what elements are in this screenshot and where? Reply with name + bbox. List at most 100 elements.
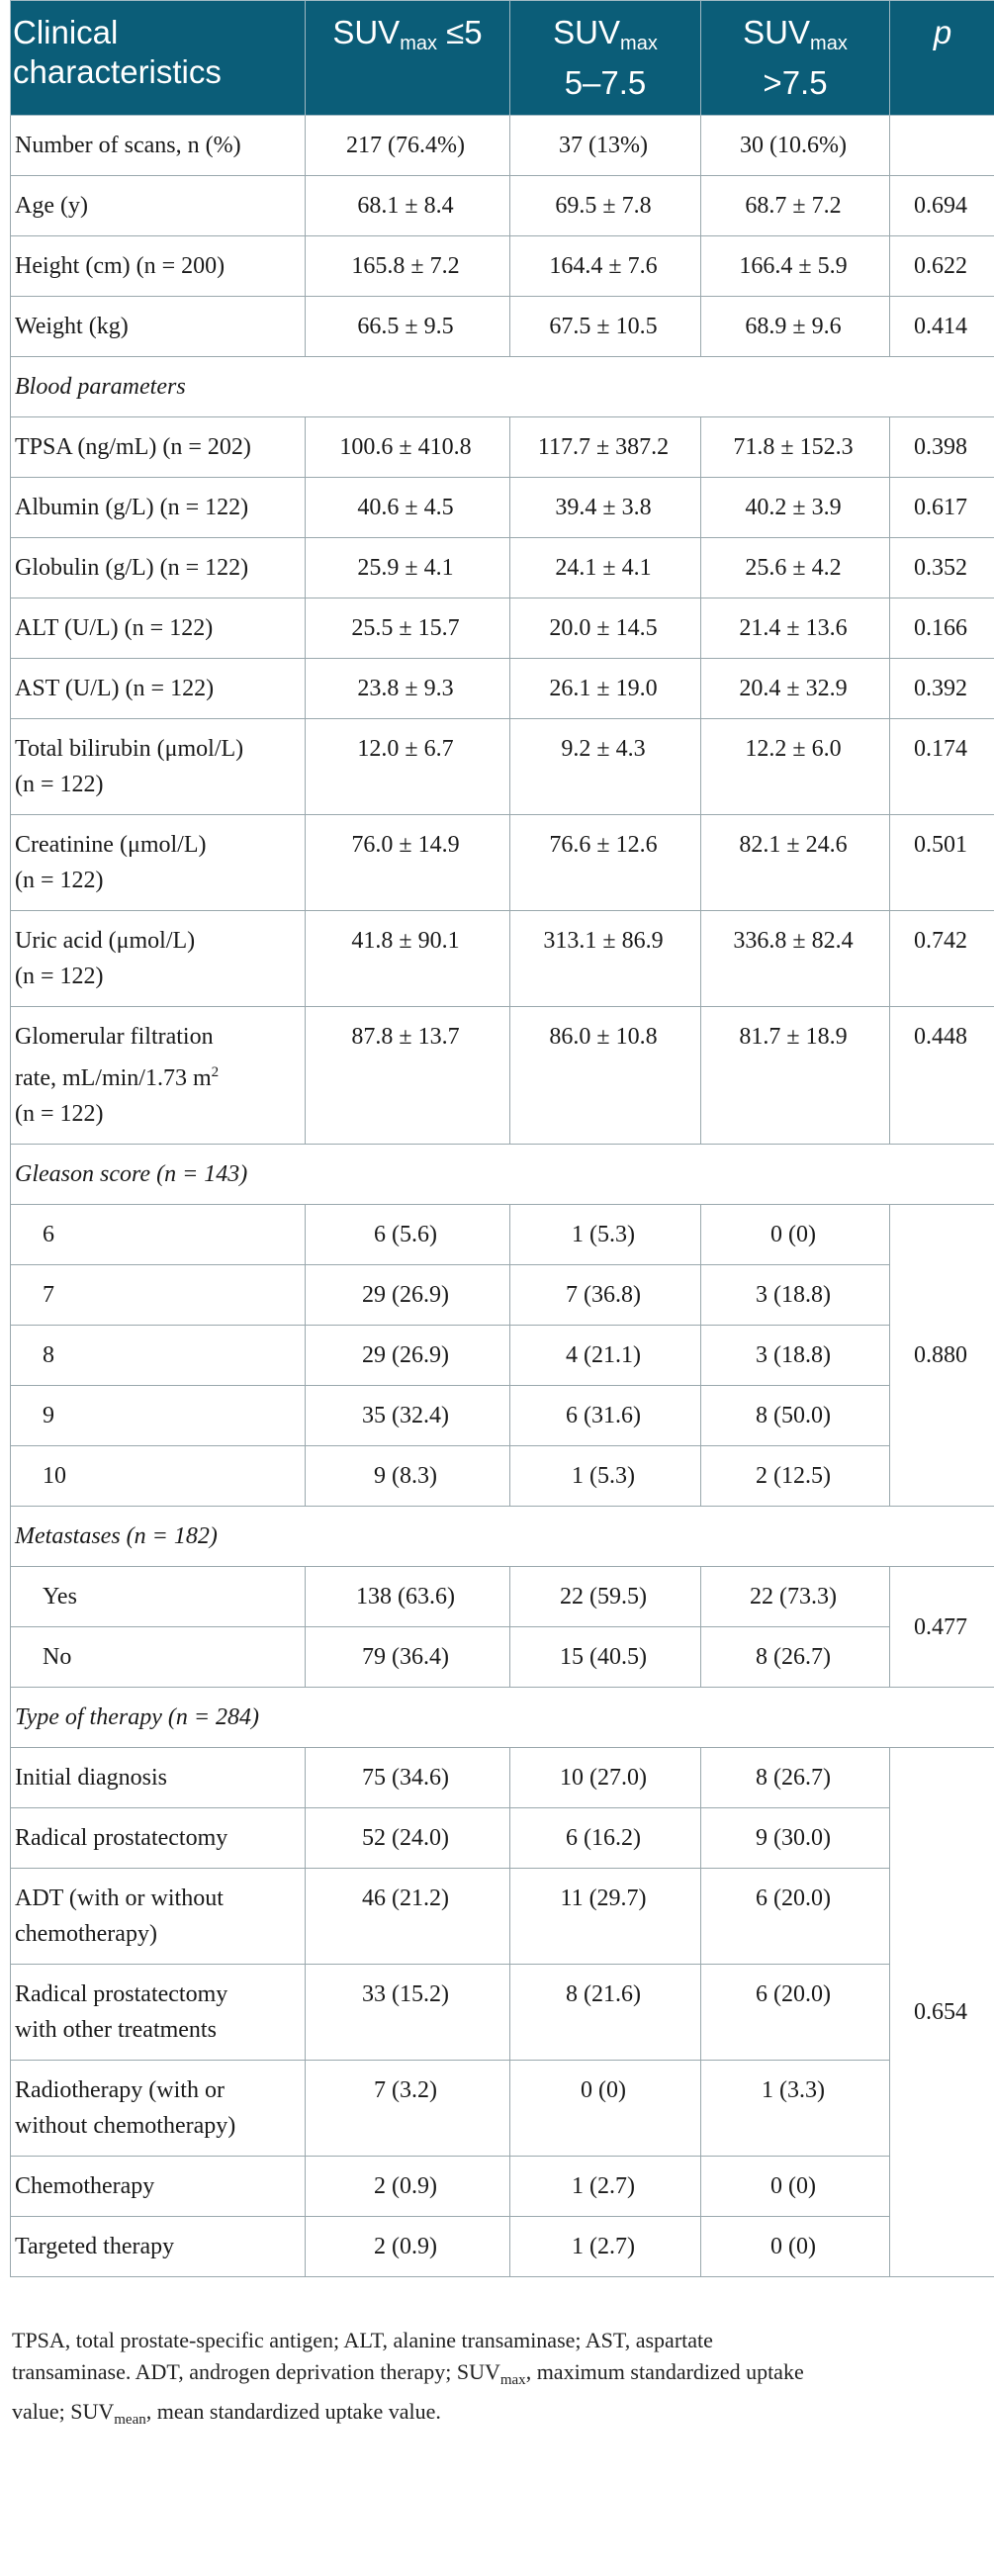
table-row: 6 6 (5.6) 1 (5.3) 0 (0) 0.880 — [10, 1204, 994, 1507]
cell-p-value: 0.352 — [889, 537, 994, 598]
cell-suvmax-gt7.5: 6 (20.0) — [700, 1868, 890, 1965]
cell-suvmax-5-7.5: 9.2 ± 4.3 — [509, 718, 701, 815]
table-row: Radiotherapy (with or without chemotherap… — [10, 2060, 994, 2157]
header-suvmax-le5: SUVmax ≤5 — [305, 0, 510, 116]
row-label: Number of scans, n (%) — [10, 115, 306, 176]
cell-suvmax-5-7.5: 69.5 ± 7.8 — [509, 175, 701, 236]
cell-suvmax-le5: 25.5 ± 15.7 — [305, 598, 510, 659]
table-row: Chemotherapy 2 (0.9) 1 (2.7) 0 (0) — [10, 2156, 994, 2217]
cell-suvmax-le5: 29 (26.9) — [305, 1325, 510, 1386]
cell-suvmax-5-7.5: 4 (21.1) — [509, 1325, 701, 1386]
cell-suvmax-le5: 75 (34.6) — [305, 1747, 510, 1808]
section-type-of-therapy: Type of therapy (n = 284) — [10, 1687, 994, 1748]
row-label: ADT (with or without chemotherapy) — [10, 1868, 306, 1965]
cell-suvmax-gt7.5: 0 (0) — [700, 1204, 890, 1265]
section-gleason-score: Gleason score (n = 143) — [10, 1144, 994, 1205]
cell-suvmax-le5: 217 (76.4%) — [305, 115, 510, 176]
row-label: Weight (kg) — [10, 296, 306, 357]
table-row: AST (U/L) (n = 122) 23.8 ± 9.3 26.1 ± 19… — [10, 658, 994, 719]
table-row: Radical prostatectomy with other treatmen… — [10, 1964, 994, 2061]
cell-suvmax-5-7.5: 1 (5.3) — [509, 1204, 701, 1265]
cell-suvmax-gt7.5: 12.2 ± 6.0 — [700, 718, 890, 815]
table-row: Height (cm) (n = 200) 165.8 ± 7.2 164.4 … — [10, 235, 994, 297]
section-blood-parameters: Blood parameters — [10, 356, 994, 417]
cell-suvmax-gt7.5: 21.4 ± 13.6 — [700, 598, 890, 659]
table-row: 8 29 (26.9) 4 (21.1) 3 (18.8) — [10, 1325, 994, 1386]
cell-suvmax-5-7.5: 24.1 ± 4.1 — [509, 537, 701, 598]
cell-p-value: 0.501 — [889, 814, 994, 911]
section-row: Gleason score (n = 143) — [10, 1144, 994, 1205]
cell-suvmax-5-7.5: 313.1 ± 86.9 — [509, 910, 701, 1007]
clinical-characteristics-table: Clinical characteristics SUVmax ≤5 SUVma… — [10, 0, 994, 2277]
cell-suvmax-gt7.5: 2 (12.5) — [700, 1445, 890, 1507]
row-label: Radical prostatectomy with other treatmen… — [10, 1964, 306, 2061]
cell-suvmax-gt7.5: 82.1 ± 24.6 — [700, 814, 890, 911]
cell-suvmax-5-7.5: 8 (21.6) — [509, 1964, 701, 2061]
row-label: AST (U/L) (n = 122) — [10, 658, 306, 719]
table-footnote: TPSA, total prostate-specific antigen; A… — [12, 2325, 991, 2436]
cell-suvmax-gt7.5: 68.9 ± 9.6 — [700, 296, 890, 357]
cell-suvmax-gt7.5: 166.4 ± 5.9 — [700, 235, 890, 297]
cell-suvmax-5-7.5: 26.1 ± 19.0 — [509, 658, 701, 719]
row-label: 9 — [10, 1385, 306, 1446]
header-suvmax-5-7.5: SUVmax 5–7.5 — [509, 0, 701, 116]
cell-suvmax-5-7.5: 20.0 ± 14.5 — [509, 598, 701, 659]
cell-suvmax-gt7.5: 0 (0) — [700, 2216, 890, 2277]
row-label: Age (y) — [10, 175, 306, 236]
cell-suvmax-5-7.5: 10 (27.0) — [509, 1747, 701, 1808]
row-label: 6 — [10, 1204, 306, 1265]
table-row: 7 29 (26.9) 7 (36.8) 3 (18.8) — [10, 1264, 994, 1326]
cell-suvmax-gt7.5: 30 (10.6%) — [700, 115, 890, 176]
table-row: Uric acid (μmol/L) (n = 122) 41.8 ± 90.1 … — [10, 910, 994, 1007]
table-row: 9 35 (32.4) 6 (31.6) 8 (50.0) — [10, 1385, 994, 1446]
table-row: Creatinine (μmol/L) (n = 122) 76.0 ± 14.9… — [10, 814, 994, 911]
cell-p-value: 0.880 — [889, 1204, 994, 1507]
cell-suvmax-le5: 35 (32.4) — [305, 1385, 510, 1446]
cell-suvmax-5-7.5: 7 (36.8) — [509, 1264, 701, 1326]
cell-suvmax-le5: 6 (5.6) — [305, 1204, 510, 1265]
table-row: Total bilirubin (μmol/L) (n = 122) 12.0 ±… — [10, 718, 994, 815]
row-label: Height (cm) (n = 200) — [10, 235, 306, 297]
footnote-line: value; SUVmean, mean standardized uptake… — [12, 2399, 441, 2428]
cell-p-value: 0.617 — [889, 477, 994, 538]
row-label: Total bilirubin (μmol/L) (n = 122) — [10, 718, 306, 815]
cell-suvmax-gt7.5: 336.8 ± 82.4 — [700, 910, 890, 1007]
cell-p-value: 0.392 — [889, 658, 994, 719]
cell-suvmax-5-7.5: 0 (0) — [509, 2060, 701, 2157]
cell-suvmax-5-7.5: 1 (2.7) — [509, 2216, 701, 2277]
cell-p-value — [889, 115, 994, 176]
row-label: Radiotherapy (with or without chemotherap… — [10, 2060, 306, 2157]
header-row: Clinical characteristics SUVmax ≤5 SUVma… — [10, 0, 994, 116]
cell-suvmax-5-7.5: 6 (16.2) — [509, 1807, 701, 1869]
cell-suvmax-5-7.5: 67.5 ± 10.5 — [509, 296, 701, 357]
row-label: Creatinine (μmol/L) (n = 122) — [10, 814, 306, 911]
cell-suvmax-gt7.5: 3 (18.8) — [700, 1264, 890, 1326]
cell-suvmax-gt7.5: 8 (26.7) — [700, 1626, 890, 1688]
cell-suvmax-le5: 33 (15.2) — [305, 1964, 510, 2061]
cell-suvmax-gt7.5: 0 (0) — [700, 2156, 890, 2217]
cell-suvmax-le5: 66.5 ± 9.5 — [305, 296, 510, 357]
section-metastases: Metastases (n = 182) — [10, 1506, 994, 1567]
cell-suvmax-gt7.5: 68.7 ± 7.2 — [700, 175, 890, 236]
cell-suvmax-5-7.5: 11 (29.7) — [509, 1868, 701, 1965]
table-row: Number of scans, n (%) 217 (76.4%) 37 (1… — [10, 115, 994, 176]
cell-suvmax-5-7.5: 22 (59.5) — [509, 1566, 701, 1627]
cell-p-value: 0.398 — [889, 416, 994, 478]
cell-suvmax-le5: 138 (63.6) — [305, 1566, 510, 1627]
table-row: TPSA (ng/mL) (n = 202) 100.6 ± 410.8 117… — [10, 416, 994, 478]
cell-suvmax-5-7.5: 15 (40.5) — [509, 1626, 701, 1688]
cell-suvmax-5-7.5: 1 (5.3) — [509, 1445, 701, 1507]
cell-suvmax-5-7.5: 86.0 ± 10.8 — [509, 1006, 701, 1145]
cell-suvmax-le5: 2 (0.9) — [305, 2216, 510, 2277]
cell-suvmax-5-7.5: 117.7 ± 387.2 — [509, 416, 701, 478]
table-row: Targeted therapy 2 (0.9) 1 (2.7) 0 (0) — [10, 2216, 994, 2277]
row-label: 7 — [10, 1264, 306, 1326]
table-row: Globulin (g/L) (n = 122) 25.9 ± 4.1 24.1… — [10, 537, 994, 598]
cell-suvmax-le5: 41.8 ± 90.1 — [305, 910, 510, 1007]
table-row: Albumin (g/L) (n = 122) 40.6 ± 4.5 39.4 … — [10, 477, 994, 538]
cell-suvmax-le5: 23.8 ± 9.3 — [305, 658, 510, 719]
row-label: Uric acid (μmol/L) (n = 122) — [10, 910, 306, 1007]
cell-suvmax-le5: 52 (24.0) — [305, 1807, 510, 1869]
table-row: Weight (kg) 66.5 ± 9.5 67.5 ± 10.5 68.9 … — [10, 296, 994, 357]
cell-p-value: 0.174 — [889, 718, 994, 815]
